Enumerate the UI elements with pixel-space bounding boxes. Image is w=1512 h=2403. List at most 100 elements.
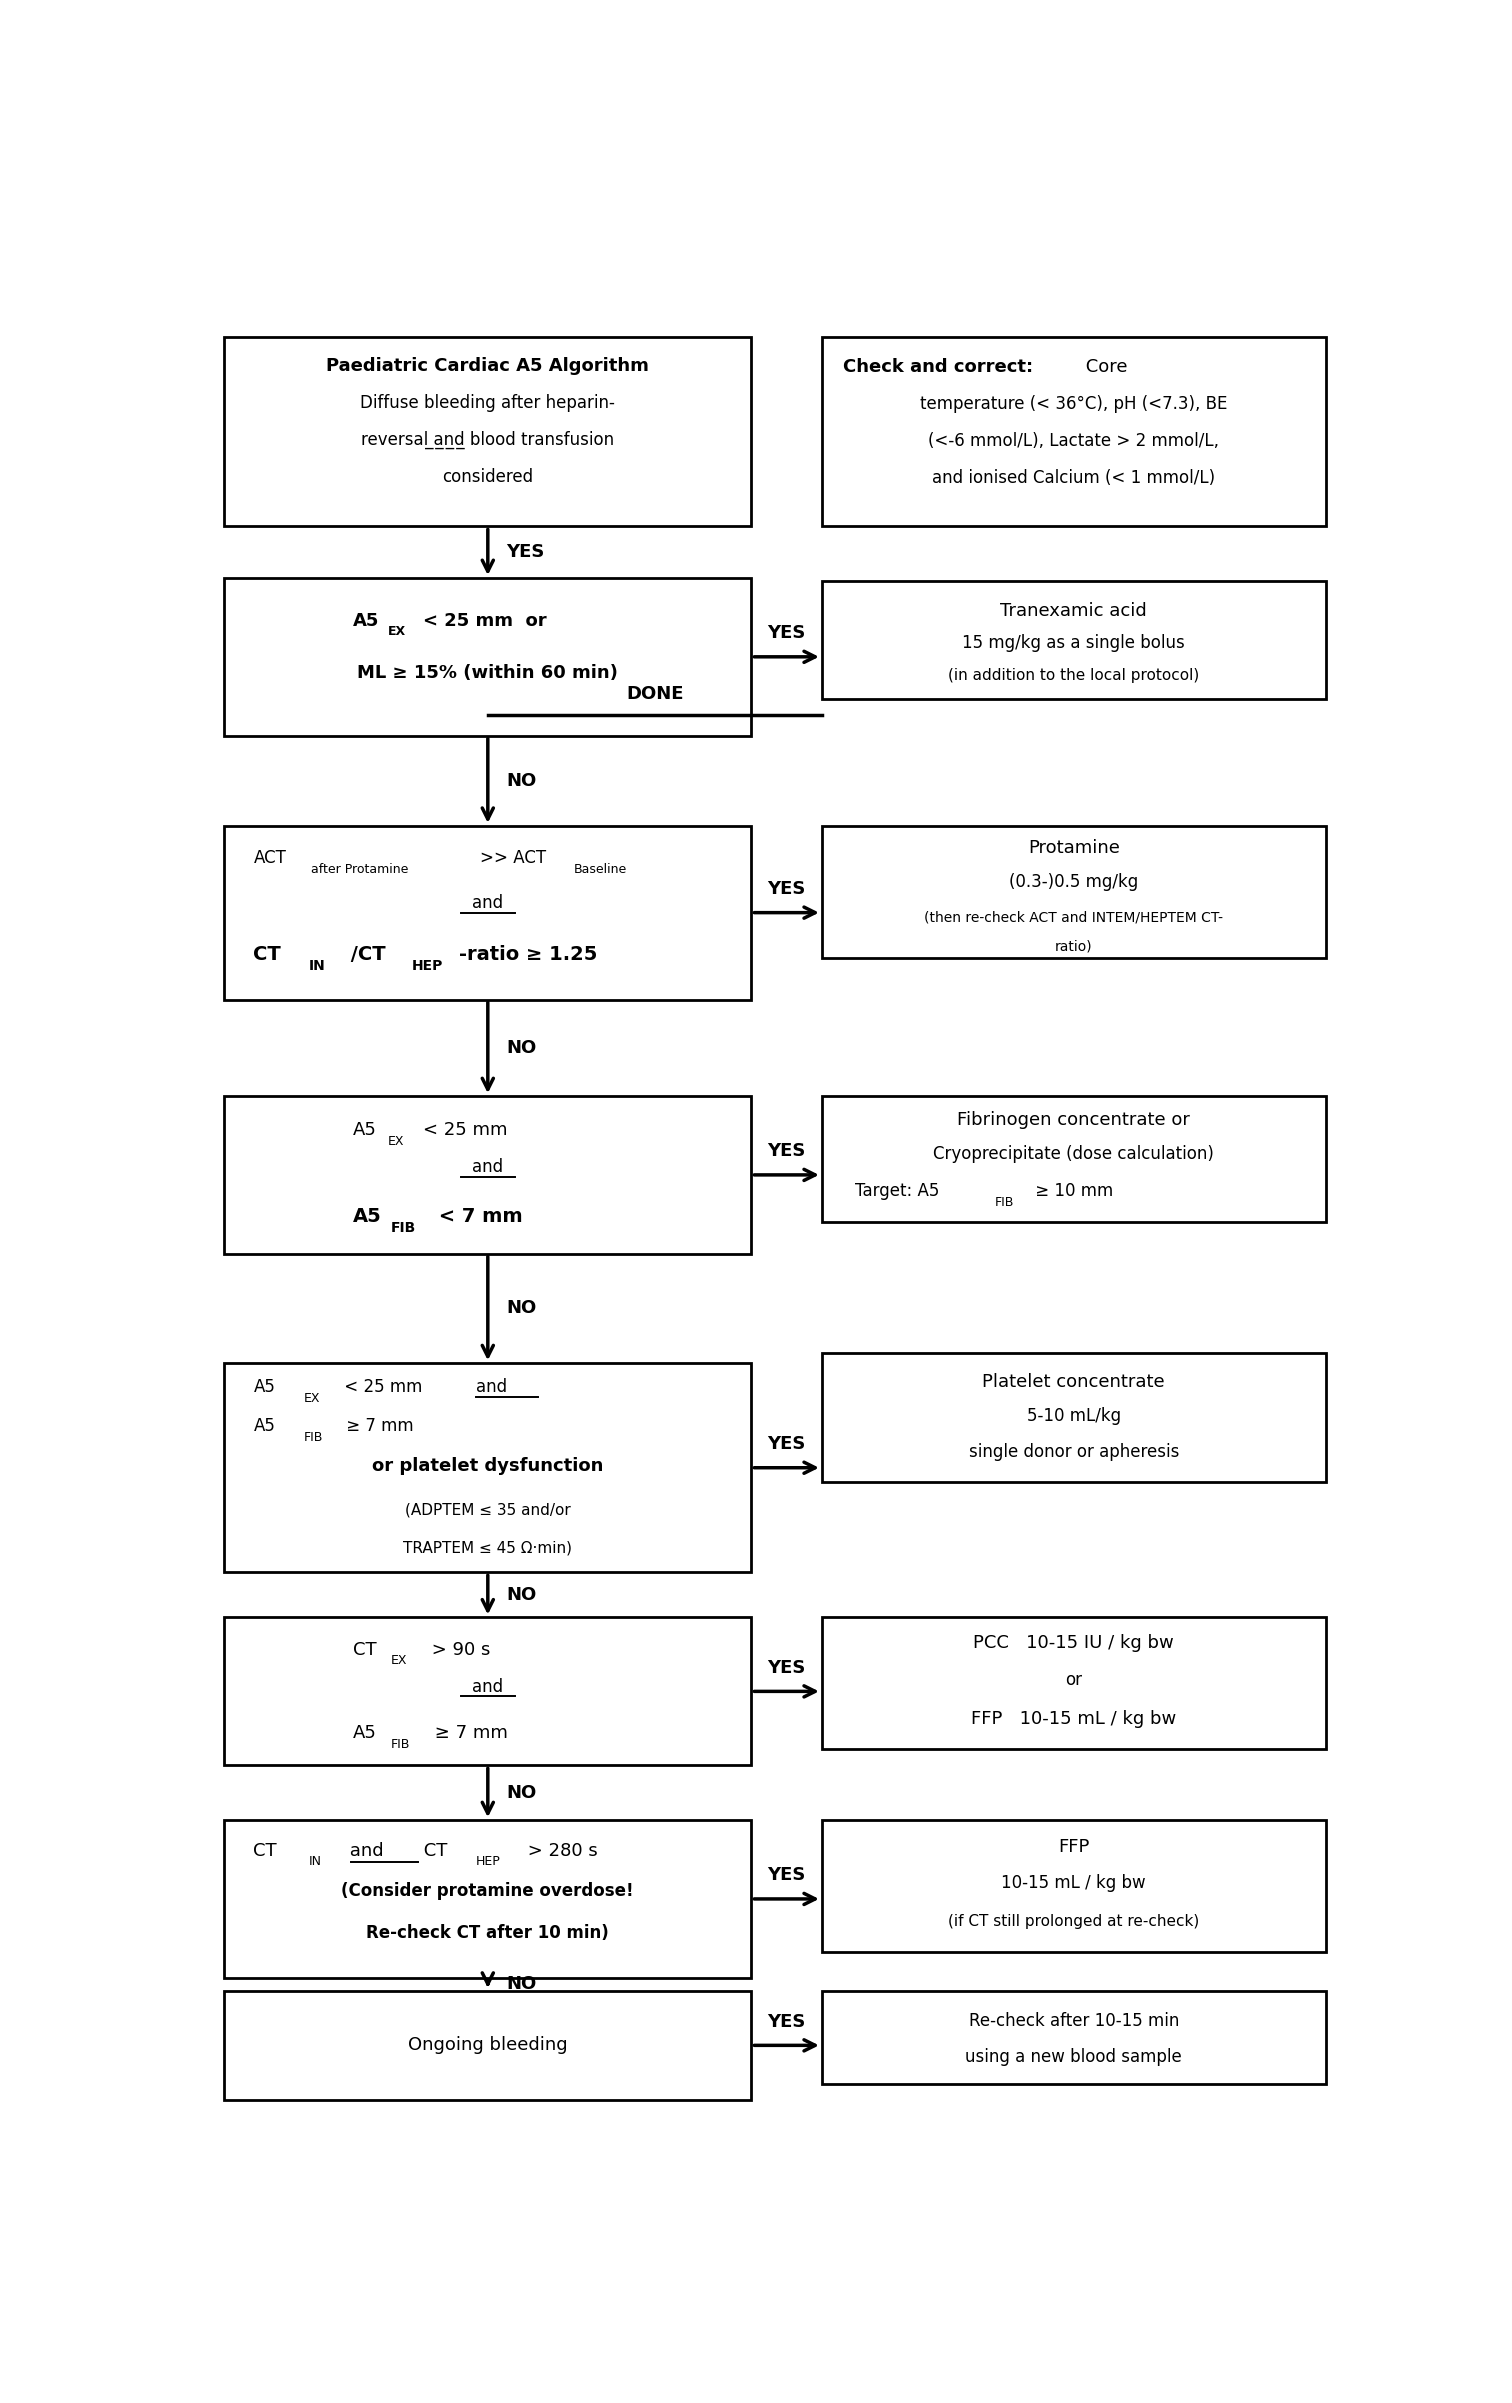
- FancyBboxPatch shape: [224, 579, 751, 735]
- Text: YES: YES: [768, 879, 806, 899]
- FancyBboxPatch shape: [823, 1617, 1326, 1749]
- Text: ≥ 7 mm: ≥ 7 mm: [429, 1725, 508, 1742]
- Text: Ongoing bleeding: Ongoing bleeding: [408, 2035, 567, 2055]
- Text: Re-check after 10-15 min: Re-check after 10-15 min: [969, 2011, 1179, 2031]
- Text: using a new blood sample: using a new blood sample: [965, 2047, 1182, 2067]
- Text: Fibrinogen concentrate or: Fibrinogen concentrate or: [957, 1110, 1190, 1129]
- Text: FIB: FIB: [304, 1430, 324, 1444]
- FancyBboxPatch shape: [224, 827, 751, 1000]
- Text: 15 mg/kg as a single bolus: 15 mg/kg as a single bolus: [962, 634, 1185, 651]
- Text: FIB: FIB: [995, 1197, 1015, 1209]
- Text: A5: A5: [354, 1725, 376, 1742]
- Text: YES: YES: [768, 1141, 806, 1161]
- Text: or platelet dysfunction: or platelet dysfunction: [372, 1456, 603, 1475]
- FancyBboxPatch shape: [224, 1096, 751, 1254]
- Text: Platelet concentrate: Platelet concentrate: [983, 1375, 1166, 1391]
- FancyBboxPatch shape: [224, 1819, 751, 1978]
- Text: CT: CT: [417, 1841, 448, 1860]
- Text: Protamine: Protamine: [1028, 839, 1120, 858]
- Text: NO: NO: [507, 1783, 537, 1802]
- Text: Target: A5: Target: A5: [854, 1182, 939, 1199]
- FancyBboxPatch shape: [823, 1990, 1326, 2083]
- Text: (then re-check ACT and INTEM/HEPTEM CT-: (then re-check ACT and INTEM/HEPTEM CT-: [924, 911, 1223, 925]
- FancyBboxPatch shape: [823, 1353, 1326, 1483]
- Text: Diffuse bleeding after heparin-: Diffuse bleeding after heparin-: [360, 394, 615, 411]
- Text: DONE: DONE: [626, 685, 683, 704]
- Text: Cryoprecipitate (dose calculation): Cryoprecipitate (dose calculation): [933, 1144, 1214, 1163]
- Text: A5: A5: [354, 613, 380, 630]
- Text: HEP: HEP: [476, 1855, 500, 1870]
- Text: YES: YES: [768, 2014, 806, 2031]
- FancyBboxPatch shape: [823, 1819, 1326, 1951]
- Text: YES: YES: [768, 1658, 806, 1677]
- Text: 5-10 mL/kg: 5-10 mL/kg: [1027, 1408, 1120, 1425]
- FancyBboxPatch shape: [224, 1363, 751, 1572]
- Text: < 25 mm  or: < 25 mm or: [423, 613, 547, 630]
- FancyBboxPatch shape: [823, 1096, 1326, 1221]
- Text: IN: IN: [308, 959, 325, 973]
- Text: after Protamine: after Protamine: [311, 863, 408, 875]
- Text: HEP: HEP: [411, 959, 443, 973]
- Text: (0.3-)0.5 mg/kg: (0.3-)0.5 mg/kg: [1009, 872, 1139, 892]
- Text: EX: EX: [389, 1134, 405, 1149]
- Text: considered: considered: [442, 469, 534, 485]
- Text: IN: IN: [308, 1855, 322, 1870]
- Text: and: and: [476, 1379, 507, 1396]
- Text: NO: NO: [507, 1300, 537, 1317]
- Text: Check and correct:: Check and correct:: [842, 358, 1033, 377]
- Text: A5: A5: [254, 1379, 275, 1396]
- Text: (<-6 mmol/L), Lactate > 2 mmol/L,: (<-6 mmol/L), Lactate > 2 mmol/L,: [928, 433, 1219, 449]
- Text: < 25 mm: < 25 mm: [339, 1379, 428, 1396]
- Text: FFP   10-15 mL / kg bw: FFP 10-15 mL / kg bw: [971, 1709, 1176, 1728]
- Text: -ratio ≥ 1.25: -ratio ≥ 1.25: [458, 944, 597, 964]
- Text: EX: EX: [389, 625, 407, 637]
- Text: > 280 s: > 280 s: [522, 1841, 597, 1860]
- Text: single donor or apheresis: single donor or apheresis: [969, 1442, 1179, 1461]
- Text: < 7 mm: < 7 mm: [431, 1206, 522, 1226]
- Text: 10-15 mL / kg bw: 10-15 mL / kg bw: [1001, 1874, 1146, 1891]
- Text: and: and: [472, 894, 503, 913]
- Text: YES: YES: [768, 1435, 806, 1454]
- Text: EX: EX: [304, 1391, 321, 1406]
- Text: or: or: [1066, 1670, 1083, 1689]
- Text: ≥ 10 mm: ≥ 10 mm: [1030, 1182, 1114, 1199]
- Text: (in addition to the local protocol): (in addition to the local protocol): [948, 668, 1199, 682]
- Text: EX: EX: [390, 1653, 407, 1668]
- Text: and: and: [343, 1841, 384, 1860]
- Text: YES: YES: [507, 543, 544, 562]
- Text: Core: Core: [1080, 358, 1126, 377]
- Text: /CT: /CT: [343, 944, 386, 964]
- Text: ML ≥ 15% (within 60 min): ML ≥ 15% (within 60 min): [357, 663, 618, 682]
- Text: YES: YES: [768, 1867, 806, 1884]
- Text: (if CT still prolonged at re-check): (if CT still prolonged at re-check): [948, 1913, 1199, 1930]
- Text: NO: NO: [507, 771, 537, 791]
- FancyBboxPatch shape: [823, 827, 1326, 959]
- Text: (Consider protamine overdose!: (Consider protamine overdose!: [342, 1882, 634, 1901]
- Text: and: and: [472, 1158, 503, 1175]
- Text: NO: NO: [507, 1586, 537, 1603]
- FancyBboxPatch shape: [823, 336, 1326, 526]
- Text: TRAPTEM ≤ 45 Ω·min): TRAPTEM ≤ 45 Ω·min): [404, 1540, 573, 1555]
- Text: CT: CT: [254, 944, 281, 964]
- Text: >> ACT: >> ACT: [479, 848, 546, 867]
- Text: < 25 mm: < 25 mm: [423, 1120, 508, 1139]
- Text: ACT: ACT: [254, 848, 286, 867]
- Text: ratio): ratio): [1055, 940, 1093, 954]
- Text: A5: A5: [254, 1418, 275, 1435]
- Text: (ADPTEM ≤ 35 and/or: (ADPTEM ≤ 35 and/or: [405, 1502, 570, 1516]
- Text: ≥ 7 mm: ≥ 7 mm: [342, 1418, 414, 1435]
- Text: NO: NO: [507, 1975, 537, 1992]
- Text: YES: YES: [768, 625, 806, 642]
- Text: CT: CT: [354, 1641, 376, 1658]
- Text: Re-check CT after 10 min): Re-check CT after 10 min): [366, 1925, 609, 1942]
- FancyBboxPatch shape: [823, 582, 1326, 699]
- FancyBboxPatch shape: [224, 336, 751, 526]
- Text: temperature (< 36°C), pH (<7.3), BE: temperature (< 36°C), pH (<7.3), BE: [919, 394, 1228, 413]
- Text: reversal ̲a̲n̲d̲ blood transfusion: reversal ̲a̲n̲d̲ blood transfusion: [361, 430, 614, 449]
- Text: CT: CT: [254, 1841, 277, 1860]
- Text: and: and: [472, 1677, 503, 1697]
- Text: > 90 s: > 90 s: [426, 1641, 490, 1658]
- Text: FIB: FIB: [390, 1221, 416, 1235]
- Text: PCC   10-15 IU / kg bw: PCC 10-15 IU / kg bw: [974, 1634, 1175, 1653]
- FancyBboxPatch shape: [224, 1617, 751, 1766]
